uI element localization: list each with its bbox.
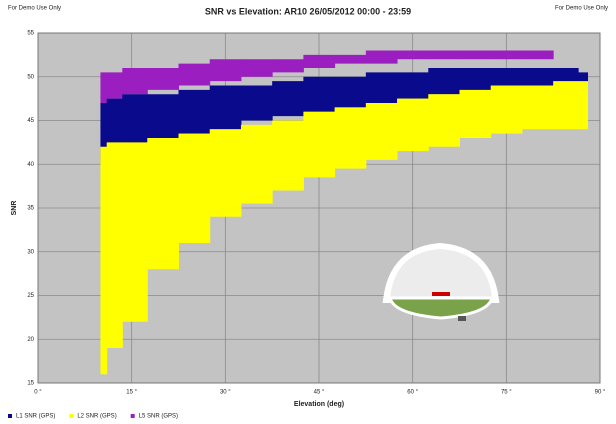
- snr-range: [459, 50, 492, 60]
- snr-range: [490, 50, 523, 60]
- y-tick-label: 30: [27, 249, 34, 255]
- x-tick-label: 30 °: [220, 390, 231, 396]
- x-tick-label: 60 °: [407, 390, 418, 396]
- snr-range: [303, 76, 336, 112]
- snr-range: [365, 50, 398, 64]
- snr-range: [106, 72, 123, 99]
- snr-range: [334, 54, 367, 64]
- snr-range: [178, 133, 211, 243]
- snr-range: [178, 89, 211, 134]
- snr-range: [303, 54, 336, 68]
- y-tick-label: 20: [27, 337, 34, 343]
- snr-range: [428, 94, 460, 147]
- y-tick-label: 45: [27, 118, 34, 124]
- snr-range: [106, 98, 123, 156]
- x-axis-label: Elevation (deg): [294, 401, 344, 408]
- snr-range: [428, 50, 460, 60]
- snr-range: [178, 63, 211, 86]
- plot-frame: [37, 32, 601, 384]
- snr-range: [106, 142, 123, 348]
- snr-range: [122, 94, 148, 147]
- x-tick-label: 90 °: [595, 390, 606, 396]
- snr-range: [122, 142, 148, 322]
- snr-range: [459, 89, 492, 138]
- snr-range: [100, 146, 108, 375]
- snr-range: [240, 85, 273, 121]
- snr-range: [209, 129, 242, 217]
- snr-range: [490, 85, 523, 134]
- snr-range: [100, 72, 108, 103]
- snr-range: [428, 68, 460, 95]
- y-tick-label: 40: [27, 162, 34, 168]
- legend-marker: [130, 414, 135, 418]
- snr-range: [147, 138, 179, 270]
- legend-marker: [8, 414, 12, 418]
- snr-range: [272, 59, 304, 73]
- snr-range: [553, 81, 579, 130]
- snr-range: [209, 59, 242, 82]
- snr-range: [272, 120, 304, 191]
- x-tick-label: 45 °: [314, 390, 325, 396]
- snr-range: [272, 81, 304, 117]
- legend-label: L2 SNR (GPS): [77, 414, 116, 420]
- snr-range: [240, 124, 273, 204]
- snr-range: [365, 103, 398, 160]
- snr-range: [334, 107, 367, 169]
- marks: [100, 50, 589, 375]
- snr-range: [397, 50, 429, 60]
- snr-range: [490, 68, 523, 90]
- y-tick-label: 25: [27, 293, 34, 299]
- snr-range: [397, 72, 429, 99]
- chart-title: SNR vs Elevation: AR10 26/05/2012 00:00 …: [205, 6, 411, 16]
- y-tick-label: 50: [27, 74, 34, 80]
- x-tick-label: 0 °: [34, 390, 42, 396]
- x-tick-label: 15 °: [126, 390, 137, 396]
- snr-range: [397, 98, 429, 152]
- antenna-image: [382, 242, 500, 321]
- snr-range: [147, 68, 179, 90]
- snr-range: [365, 72, 398, 103]
- corner-note: For Demo Use Only: [8, 6, 61, 12]
- snr-range: [521, 85, 554, 130]
- y-axis-label: SNR: [11, 201, 18, 216]
- snr-range: [100, 103, 108, 165]
- snr-range: [240, 59, 273, 77]
- snr-range: [578, 72, 589, 86]
- snr-range: [521, 68, 554, 86]
- y-tick-label: 55: [27, 31, 34, 37]
- snr-range: [521, 50, 554, 60]
- snr-range: [334, 76, 367, 108]
- legend-marker: [69, 414, 74, 418]
- x-tick-label: 75 °: [501, 390, 512, 396]
- snr-range: [578, 81, 589, 130]
- legend-label: L1 SNR (GPS): [16, 414, 55, 420]
- y-tick-label: 35: [27, 206, 34, 212]
- snr-range: [303, 111, 336, 178]
- legend-label: L5 SNR (GPS): [139, 414, 178, 420]
- snr-range: [122, 68, 148, 95]
- corner-note: For Demo Use Only: [555, 6, 608, 12]
- y-tick-label: 15: [27, 381, 34, 387]
- snr-range: [209, 85, 242, 130]
- snr-range: [147, 94, 179, 138]
